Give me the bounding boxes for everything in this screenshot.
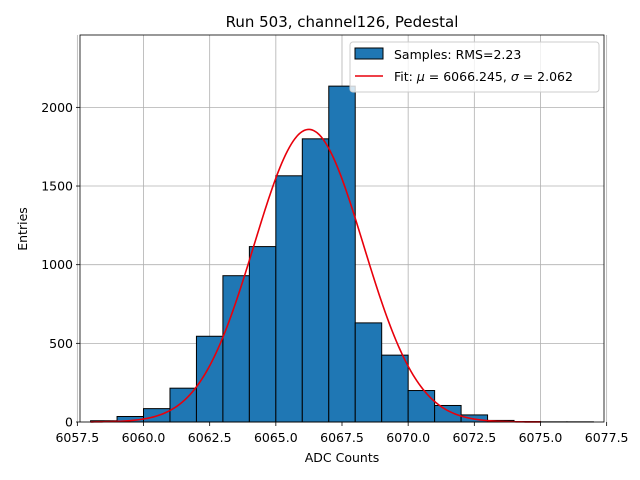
histogram-bar <box>248 246 277 423</box>
x-tick-label: 6070.0 <box>386 430 430 445</box>
legend-fit-prefix: Fit: <box>394 69 417 84</box>
x-tick-label: 6060.0 <box>122 430 166 445</box>
legend-mu-value: = 6066.245, <box>425 69 511 84</box>
y-tick-label: 500 <box>49 336 73 351</box>
x-tick-label: 6062.5 <box>188 430 232 445</box>
histogram-bar <box>407 390 436 423</box>
x-tick-label: 6072.5 <box>452 430 496 445</box>
legend-box <box>349 41 600 93</box>
x-tick-label: 6077.5 <box>585 430 629 445</box>
x-tick-label: 6057.5 <box>55 430 99 445</box>
histogram-bar <box>222 275 250 423</box>
y-tick-label: 2000 <box>41 100 73 115</box>
y-tick-label: 1000 <box>41 257 73 272</box>
legend-sigma-value: = 2.062 <box>519 69 573 84</box>
histogram-bar <box>195 335 224 423</box>
legend-samples-swatch <box>354 47 384 60</box>
y-tick-label: 0 <box>65 415 73 430</box>
histogram-bar <box>275 175 303 423</box>
histogram-bar <box>301 138 330 423</box>
y-tick-label: 1500 <box>41 179 73 194</box>
chart-title: Run 503, channel126, Pedestal <box>226 13 459 31</box>
histogram-bars <box>90 85 594 423</box>
legend-mu-symbol: μ <box>416 69 425 84</box>
x-axis-ticks: 6057.5 6060.0 6062.5 6065.0 6067.5 6070.0 6072… <box>55 422 629 445</box>
x-tick-label: 6067.5 <box>320 430 364 445</box>
histogram-bar <box>328 85 356 423</box>
y-axis-ticks: 0 500 1000 1500 2000 <box>41 100 80 430</box>
y-axis-label: Entries <box>15 207 30 251</box>
legend-samples-label: Samples: RMS=2.23 <box>394 47 521 62</box>
histogram-bar <box>434 404 462 423</box>
histogram-bar <box>381 354 409 423</box>
legend-sigma-symbol: σ <box>511 69 520 84</box>
histogram-bar <box>354 322 383 423</box>
fit-curve <box>90 128 541 423</box>
legend: Samples: RMS=2.23 Fit: μ = 6066.245, σ =… <box>349 41 600 93</box>
legend-fit-label: Fit: μ = 6066.245, σ = 2.062 <box>394 69 573 84</box>
x-axis-label: ADC Counts <box>305 450 380 465</box>
x-tick-label: 6075.0 <box>519 430 563 445</box>
x-tick-label: 6065.0 <box>254 430 298 445</box>
histogram-bar <box>169 387 197 423</box>
